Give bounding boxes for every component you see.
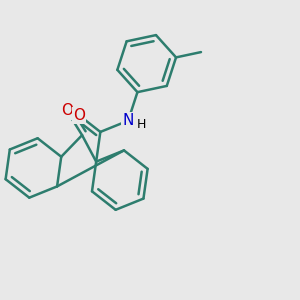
Text: N: N — [122, 113, 134, 128]
Text: O: O — [61, 103, 73, 118]
Text: O: O — [73, 108, 85, 123]
Text: H: H — [136, 118, 146, 131]
